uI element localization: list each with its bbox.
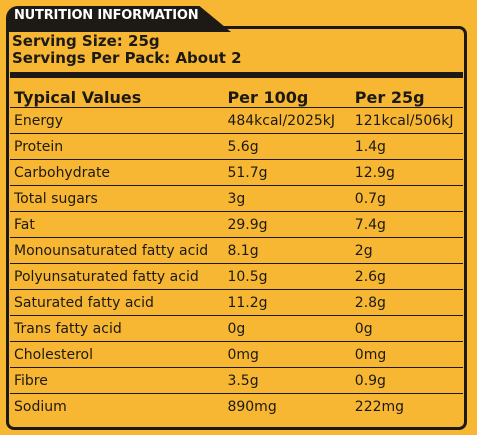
serving-size: Serving Size: 25g (12, 32, 160, 50)
nutrient-name: Trans fatty acid (10, 315, 224, 342)
value-per-25g: 121kcal/506kJ (350, 107, 463, 134)
value-per-25g: 2.6g (350, 263, 463, 290)
table-header-row: Typical Values Per 100g Per 25g (10, 84, 463, 108)
value-per-100g: 29.9g (223, 211, 351, 238)
servings-per-pack: Servings Per Pack: About 2 (12, 49, 242, 67)
table-row: Protein 5.6g 1.4g (10, 133, 463, 160)
divider-rule (10, 72, 463, 78)
value-per-25g: 1.4g (350, 133, 463, 160)
value-per-100g: 3g (223, 185, 351, 212)
value-per-100g: 3.5g (223, 367, 351, 394)
serving-info: Serving Size: 25g Servings Per Pack: Abo… (12, 33, 242, 67)
nutrition-title: NUTRITION INFORMATION (14, 8, 199, 23)
value-per-25g: 0.7g (350, 185, 463, 212)
table-row: Saturated fatty acid 11.2g 2.8g (10, 289, 463, 316)
nutrient-name: Energy (10, 107, 224, 134)
nutrient-name: Fat (10, 211, 224, 238)
value-per-100g: 8.1g (223, 237, 351, 264)
table-row: Energy 484kcal/2025kJ 121kcal/506kJ (10, 107, 463, 134)
nutrient-name: Saturated fatty acid (10, 289, 224, 316)
table-row: Sodium 890mg 222mg (10, 393, 463, 419)
nutrient-name: Carbohydrate (10, 159, 224, 186)
value-per-100g: 890mg (223, 393, 351, 419)
nutrient-name: Fibre (10, 367, 224, 394)
nutrient-name: Polyunsaturated fatty acid (10, 263, 224, 290)
column-header-typical-values: Typical Values (14, 88, 142, 107)
table-row: Polyunsaturated fatty acid 10.5g 2.6g (10, 263, 463, 290)
table-row: Monounsaturated fatty acid 8.1g 2g (10, 237, 463, 264)
table-row: Fat 29.9g 7.4g (10, 211, 463, 238)
value-per-25g: 0g (350, 315, 463, 342)
value-per-25g: 2g (350, 237, 463, 264)
value-per-25g: 0mg (350, 341, 463, 368)
value-per-25g: 7.4g (350, 211, 463, 238)
nutrient-name: Monounsaturated fatty acid (10, 237, 224, 264)
nutrient-name: Total sugars (10, 185, 224, 212)
nutrient-name: Sodium (10, 393, 224, 419)
nutrient-name: Protein (10, 133, 224, 160)
column-header-per-25g: Per 25g (354, 88, 425, 107)
value-per-100g: 11.2g (223, 289, 351, 316)
nutrition-panel (6, 26, 467, 430)
value-per-100g: 0mg (223, 341, 351, 368)
value-per-25g: 2.8g (350, 289, 463, 316)
value-per-100g: 51.7g (223, 159, 351, 186)
table-row: Fibre 3.5g 0.9g (10, 367, 463, 394)
nutrient-name: Cholesterol (10, 341, 224, 368)
table-row: Trans fatty acid 0g 0g (10, 315, 463, 342)
column-header-per-100g: Per 100g (227, 88, 309, 107)
table-row: Total sugars 3g 0.7g (10, 185, 463, 212)
value-per-100g: 10.5g (223, 263, 351, 290)
value-per-100g: 5.6g (223, 133, 351, 160)
nutrition-table: Typical Values Per 100g Per 25g Energy 4… (10, 84, 463, 419)
table-row: Carbohydrate 51.7g 12.9g (10, 159, 463, 186)
value-per-100g: 484kcal/2025kJ (223, 107, 351, 134)
table-row: Cholesterol 0mg 0mg (10, 341, 463, 368)
value-per-100g: 0g (223, 315, 351, 342)
value-per-25g: 12.9g (350, 159, 463, 186)
value-per-25g: 222mg (350, 393, 463, 419)
value-per-25g: 0.9g (350, 367, 463, 394)
